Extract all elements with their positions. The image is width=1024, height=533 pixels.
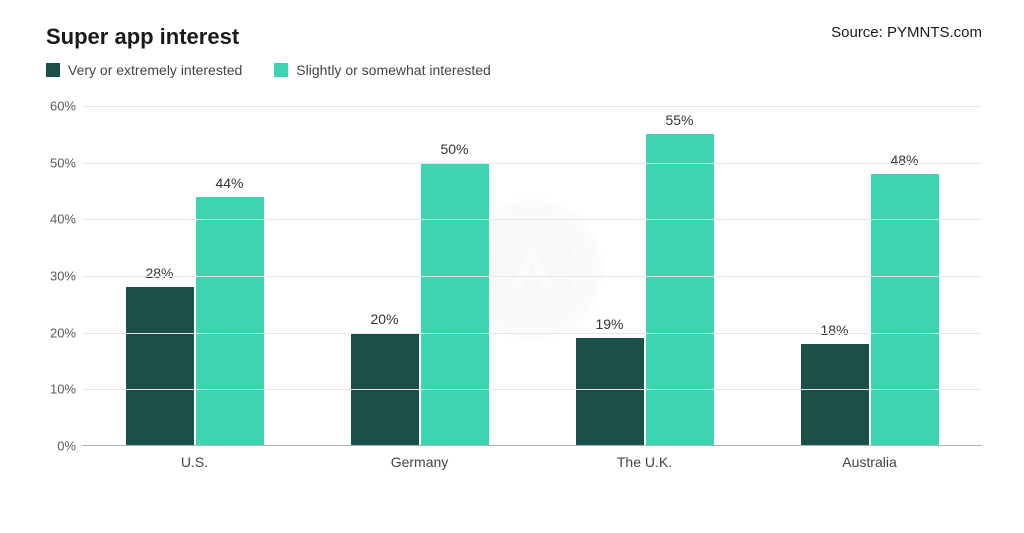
gridline bbox=[82, 106, 982, 107]
y-tick-label: 60% bbox=[46, 99, 76, 114]
x-axis-labels: U.S.GermanyThe U.K.Australia bbox=[82, 446, 982, 476]
bar-value-label: 20% bbox=[370, 311, 398, 327]
bar: 44% bbox=[196, 197, 264, 446]
y-tick-label: 0% bbox=[46, 439, 76, 454]
legend-swatch-icon bbox=[46, 63, 60, 77]
bar: 48% bbox=[871, 174, 939, 446]
gridline bbox=[82, 163, 982, 164]
y-tick-label: 20% bbox=[46, 325, 76, 340]
bar-value-label: 19% bbox=[595, 316, 623, 332]
legend-item: Slightly or somewhat interested bbox=[274, 62, 491, 78]
bar-value-label: 50% bbox=[440, 141, 468, 157]
legend-item: Very or extremely interested bbox=[46, 62, 242, 78]
gridline bbox=[82, 333, 982, 334]
y-tick-label: 40% bbox=[46, 212, 76, 227]
y-tick-label: 50% bbox=[46, 155, 76, 170]
bar-value-label: 18% bbox=[820, 322, 848, 338]
legend-label: Slightly or somewhat interested bbox=[296, 62, 491, 78]
x-tick-label: Germany bbox=[307, 446, 532, 476]
bar: 28% bbox=[126, 287, 194, 446]
y-tick-label: 30% bbox=[46, 269, 76, 284]
bar-value-label: 55% bbox=[665, 112, 693, 128]
legend: Very or extremely interested Slightly or… bbox=[46, 62, 992, 78]
gridline bbox=[82, 389, 982, 390]
chart-title: Super app interest bbox=[46, 24, 239, 50]
bar-value-label: 48% bbox=[890, 152, 918, 168]
bar: 50% bbox=[421, 163, 489, 446]
gridline bbox=[82, 276, 982, 277]
x-tick-label: U.S. bbox=[82, 446, 307, 476]
x-tick-label: The U.K. bbox=[532, 446, 757, 476]
header: Super app interest Source: PYMNTS.com bbox=[46, 24, 992, 50]
source-label: Source: PYMNTS.com bbox=[831, 24, 992, 41]
bar-value-label: 44% bbox=[215, 175, 243, 191]
gridline bbox=[82, 219, 982, 220]
plot-region: 28%44%20%50%19%55%18%48% 0%10%20%30%40%5… bbox=[82, 106, 982, 446]
x-tick-label: Australia bbox=[757, 446, 982, 476]
legend-swatch-icon bbox=[274, 63, 288, 77]
chart-area: 28%44%20%50%19%55%18%48% 0%10%20%30%40%5… bbox=[82, 106, 982, 476]
legend-label: Very or extremely interested bbox=[68, 62, 242, 78]
bar: 55% bbox=[646, 134, 714, 446]
bar: 19% bbox=[576, 338, 644, 446]
bar-value-label: 28% bbox=[145, 265, 173, 281]
y-tick-label: 10% bbox=[46, 382, 76, 397]
bar: 18% bbox=[801, 344, 869, 446]
